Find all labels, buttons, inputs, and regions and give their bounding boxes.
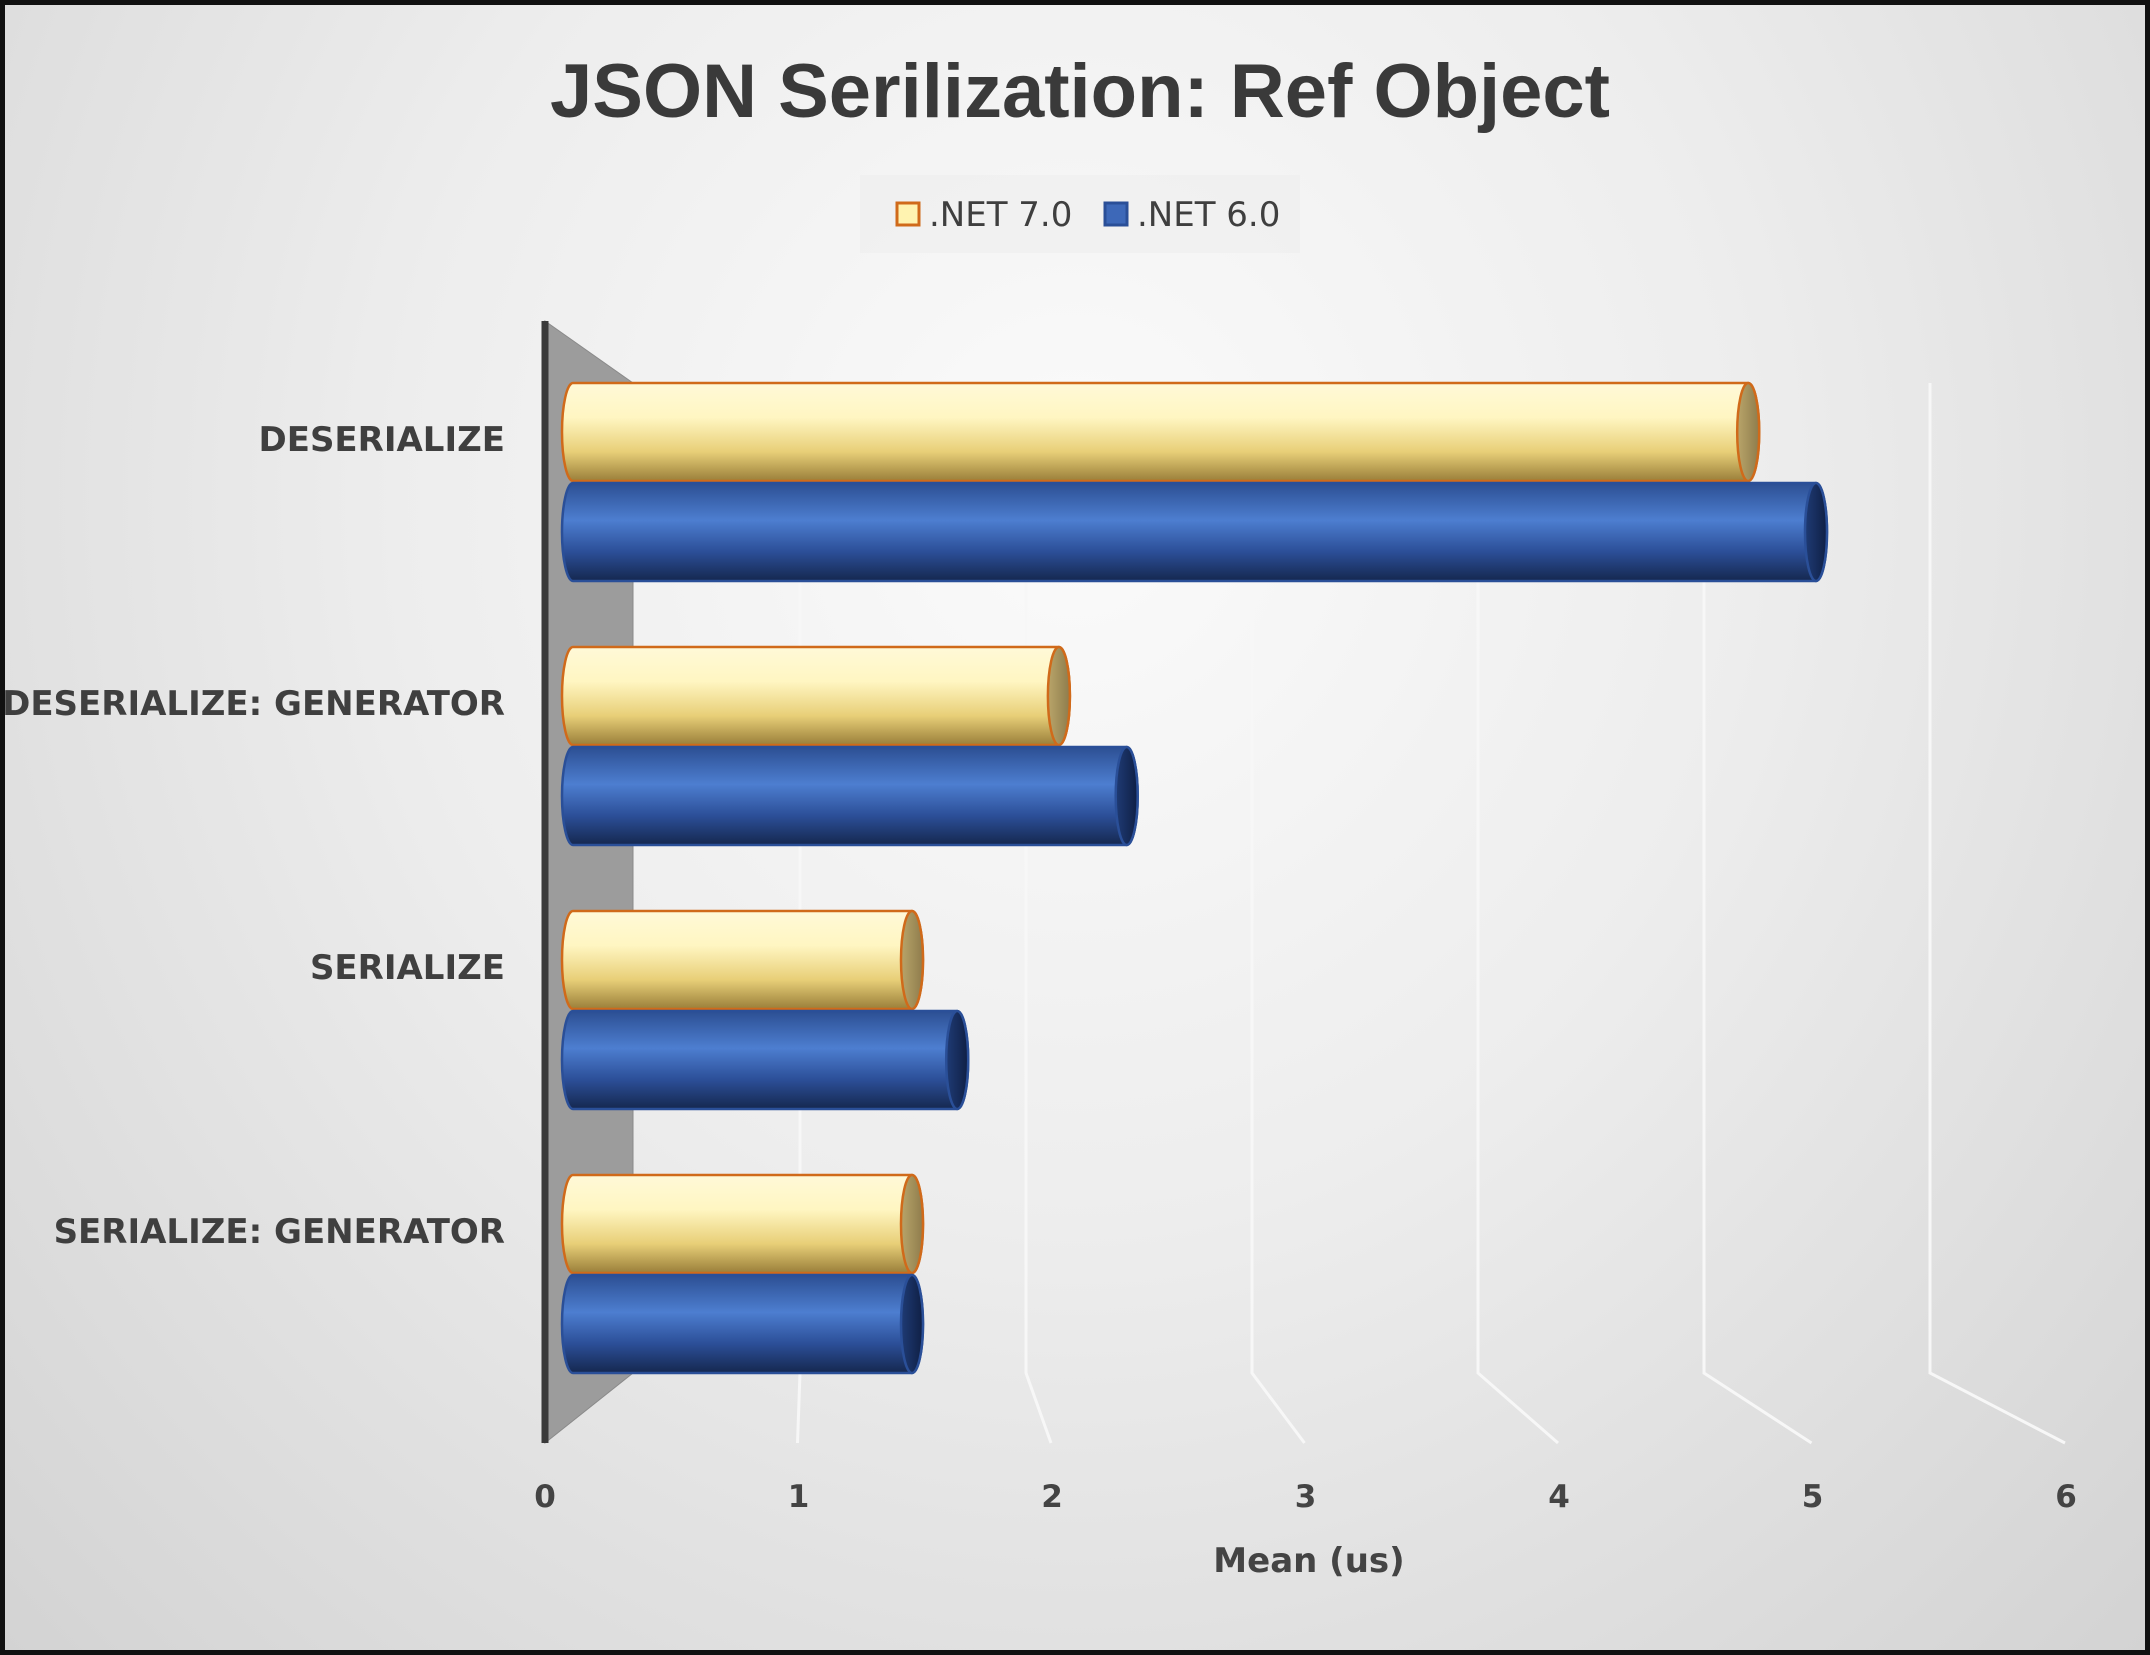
bar	[560, 1173, 925, 1275]
bar-end-cap	[1046, 645, 1072, 747]
bar-body	[560, 645, 1072, 747]
gridline	[1476, 383, 1559, 1445]
bar	[560, 481, 1829, 583]
x-tick-label: 5	[1802, 1479, 1824, 1515]
bar	[560, 745, 1139, 847]
bar-end-cap	[1803, 481, 1829, 583]
bar-body	[560, 1173, 925, 1275]
legend-swatch-net6	[1103, 201, 1129, 227]
gridline	[1250, 383, 1306, 1444]
chart: JSON Serilization: Ref Object .NET 7.0 .…	[5, 49, 2077, 1581]
x-tick-label: 4	[1548, 1479, 1570, 1515]
bar-body	[560, 481, 1829, 583]
bar	[560, 909, 925, 1011]
bar-end-cap	[899, 909, 925, 1011]
chart-title: JSON Serilization: Ref Object	[550, 49, 1610, 134]
bar-end-cap	[899, 1173, 925, 1275]
legend-label-net7: .NET 7.0	[929, 195, 1072, 235]
bar-body	[560, 381, 1761, 483]
category-label: SERIALIZE: GENERATOR	[54, 1212, 505, 1252]
gridline	[1928, 383, 2066, 1445]
x-tick-label: 0	[534, 1479, 556, 1515]
gridline	[1702, 383, 1813, 1445]
bars	[560, 381, 1829, 1375]
bar	[560, 381, 1761, 483]
x-axis-title: Mean (us)	[1213, 1541, 1404, 1581]
tick-labels: 0 1 2 3 4 5 6	[534, 1479, 2077, 1515]
category-label: DESERIALIZE: GENERATOR	[5, 684, 505, 724]
bar-end-cap	[1114, 745, 1139, 847]
bar-body	[560, 909, 925, 1011]
bar	[560, 645, 1072, 747]
bar-body	[560, 1273, 925, 1375]
x-tick-label: 1	[788, 1479, 810, 1515]
bar-end-cap	[944, 1009, 970, 1111]
x-tick-label: 3	[1295, 1479, 1317, 1515]
x-tick-label: 2	[1041, 1479, 1063, 1515]
category-label: DESERIALIZE	[259, 420, 506, 460]
bar-end-cap	[1735, 381, 1761, 483]
bar-body	[560, 1009, 970, 1111]
bar-body	[560, 745, 1139, 847]
bar	[560, 1009, 970, 1111]
legend-swatch-net7	[895, 201, 921, 227]
legend-label-net6: .NET 6.0	[1137, 195, 1280, 235]
bar-end-cap	[899, 1273, 925, 1375]
category-label: SERIALIZE	[310, 948, 505, 988]
x-tick-label: 6	[2055, 1479, 2077, 1515]
legend: .NET 7.0 .NET 6.0	[860, 175, 1300, 253]
category-labels: DESERIALIZE DESERIALIZE: GENERATOR SERIALI…	[5, 420, 505, 1252]
legend-background	[860, 175, 1300, 253]
bar	[560, 1273, 925, 1375]
